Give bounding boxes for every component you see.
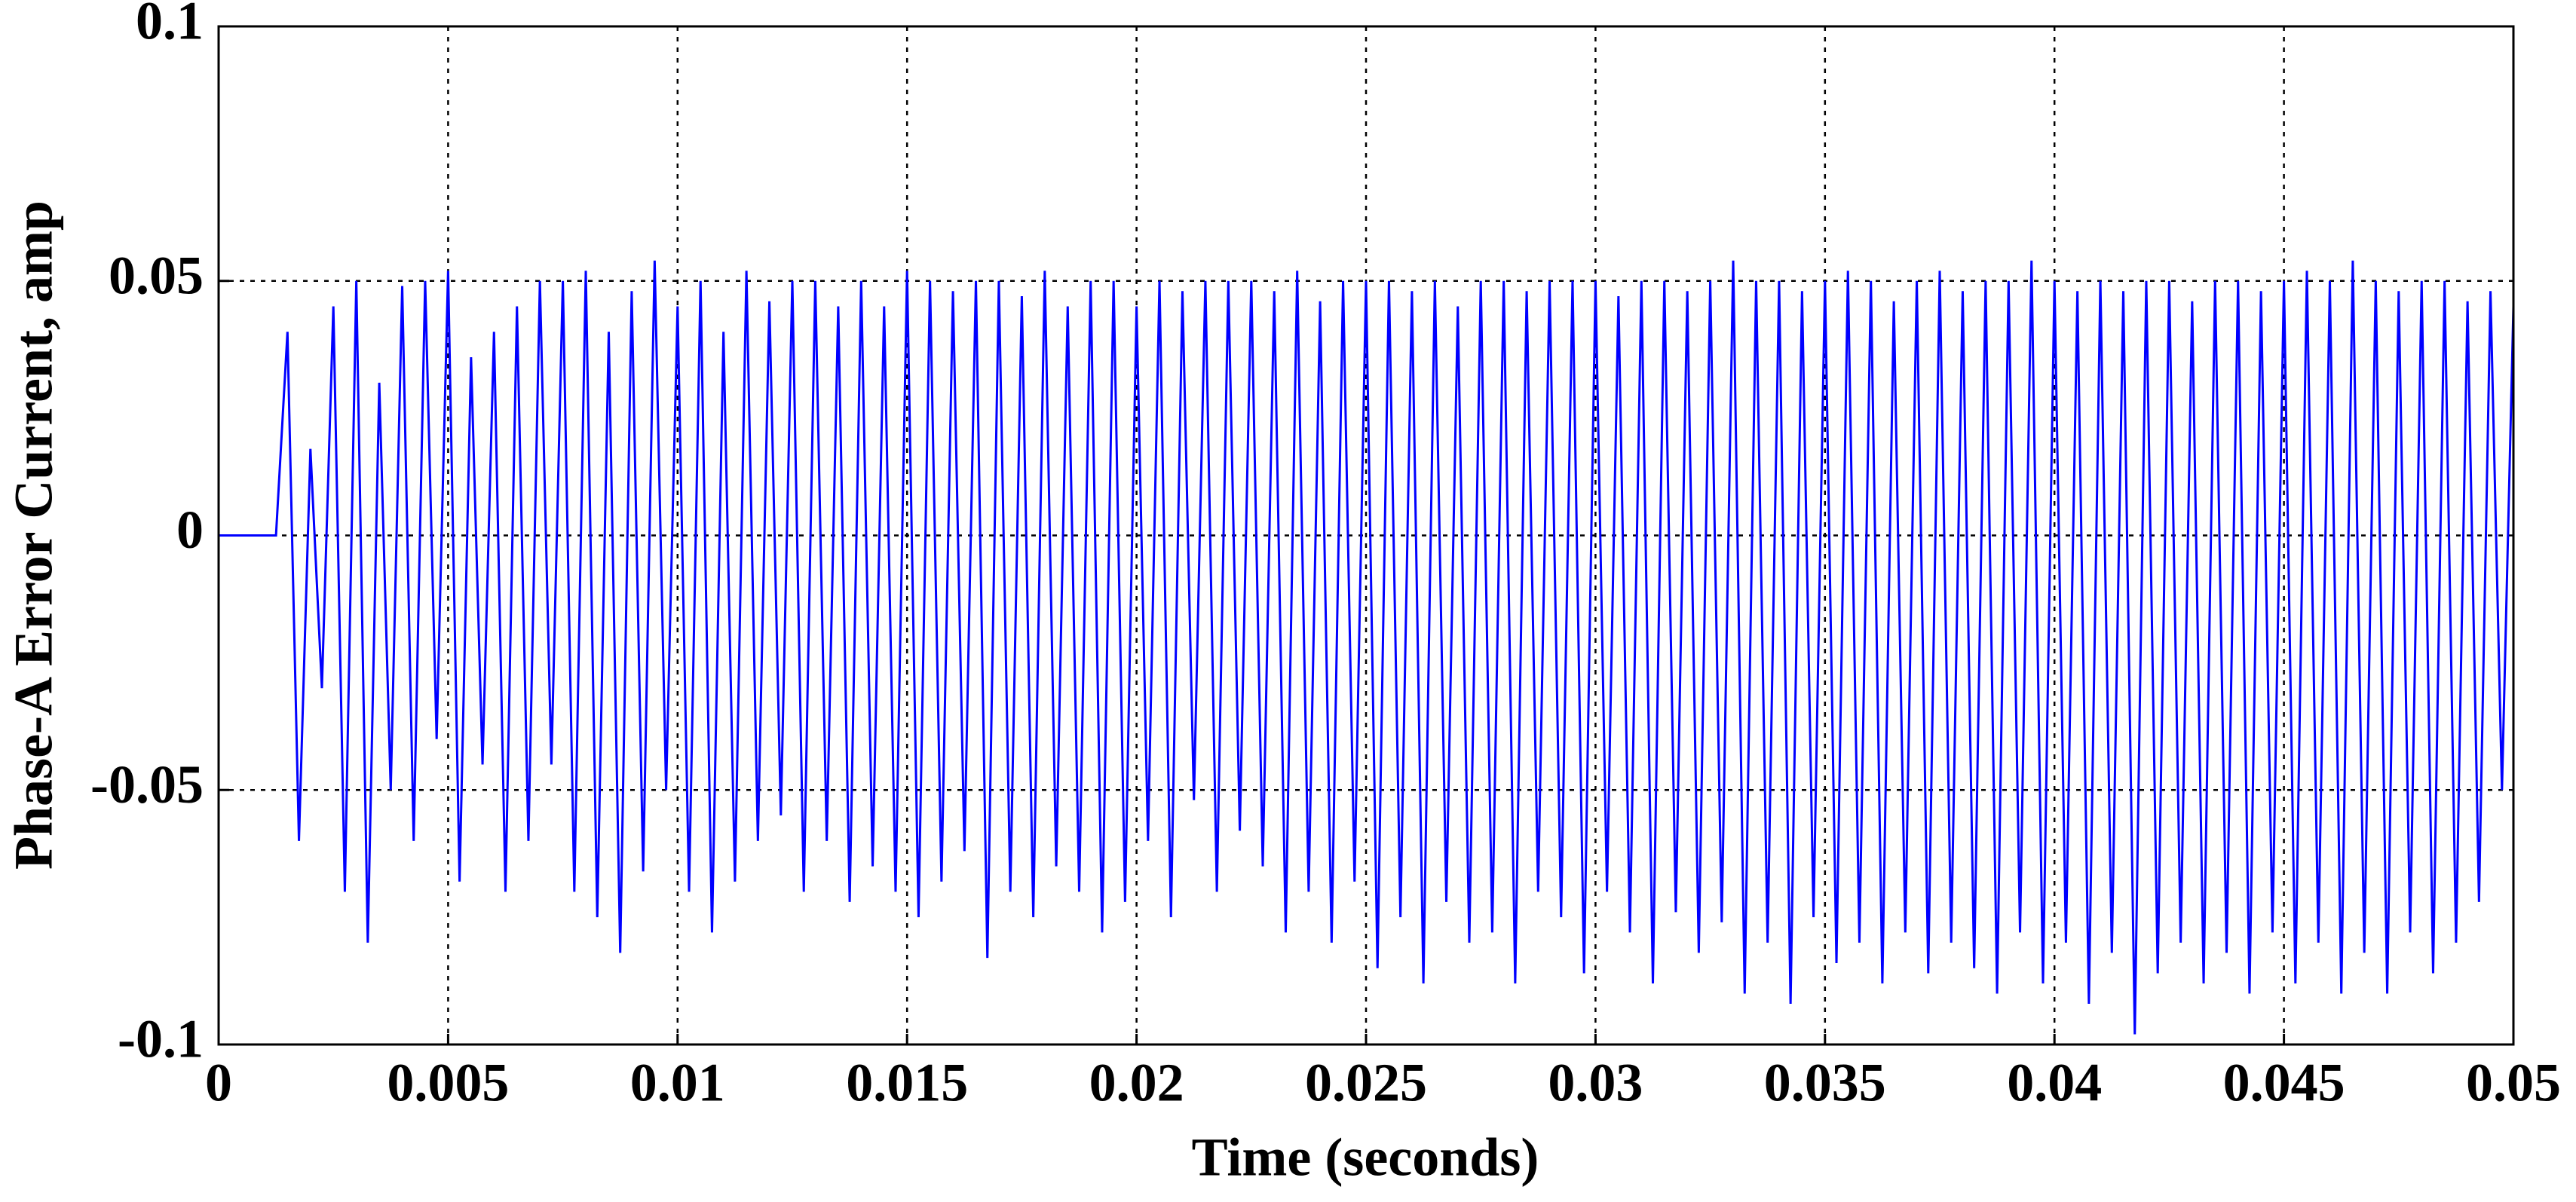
x-tick-label: 0 bbox=[205, 1053, 232, 1113]
y-tick-label: 0.05 bbox=[109, 245, 204, 305]
y-axis-label: Phase-A Error Current, amp bbox=[4, 200, 64, 870]
x-tick-label: 0.015 bbox=[846, 1053, 968, 1113]
x-tick-label: 0.045 bbox=[2223, 1053, 2345, 1113]
x-tick-label: 0.035 bbox=[1764, 1053, 1886, 1113]
x-axis-label: Time (seconds) bbox=[1192, 1127, 1539, 1188]
signal-line bbox=[219, 260, 2515, 1035]
y-tick-label: 0.1 bbox=[136, 0, 204, 51]
x-tick-label: 0.005 bbox=[387, 1053, 509, 1113]
x-tick-label: 0.05 bbox=[2466, 1053, 2561, 1113]
x-tick-label: 0.01 bbox=[630, 1053, 725, 1113]
x-tick-label: 0.02 bbox=[1089, 1053, 1184, 1113]
y-tick-label: -0.1 bbox=[118, 1009, 204, 1069]
y-tick-label: 0 bbox=[176, 500, 204, 560]
plot-frame bbox=[217, 25, 2515, 1046]
x-tick-label: 0.04 bbox=[2007, 1053, 2102, 1113]
x-tick-label: 0.03 bbox=[1548, 1053, 1643, 1113]
y-tick-label: -0.05 bbox=[90, 754, 204, 815]
x-tick-label: 0.025 bbox=[1305, 1053, 1427, 1113]
